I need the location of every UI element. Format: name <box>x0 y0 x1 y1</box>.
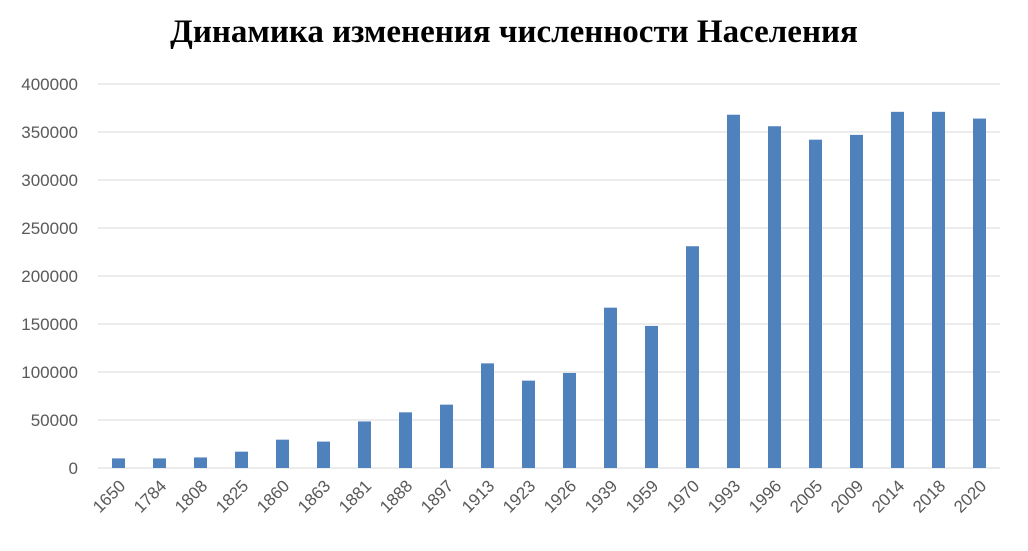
x-tick-label: 2005 <box>786 476 826 516</box>
x-tick-label: 1996 <box>745 476 785 516</box>
bar-2014 <box>891 111 904 468</box>
x-tick-label: 2009 <box>827 476 867 516</box>
bar-2009 <box>850 134 863 468</box>
y-tick-label: 0 <box>69 459 78 478</box>
y-tick-label: 150000 <box>21 315 78 334</box>
y-tick-label: 200000 <box>21 267 78 286</box>
x-tick-label: 1939 <box>581 476 621 516</box>
bar-1923 <box>522 380 535 468</box>
y-tick-label: 400000 <box>21 75 78 94</box>
x-tick-label: 1808 <box>171 476 211 516</box>
bar-1881 <box>358 421 371 468</box>
x-tick-label: 1860 <box>253 476 293 516</box>
bar-1863 <box>317 441 330 468</box>
bar-1897 <box>440 404 453 468</box>
gridlines <box>98 83 1000 469</box>
x-tick-label: 1825 <box>212 476 252 516</box>
bar-2020 <box>973 118 986 468</box>
x-tick-label: 1959 <box>622 476 662 516</box>
x-tick-label: 1970 <box>663 476 703 516</box>
bar-1825 <box>235 451 248 468</box>
y-tick-label: 350000 <box>21 123 78 142</box>
x-tick-label: 1897 <box>417 476 457 516</box>
x-tick-label: 1863 <box>294 476 334 516</box>
bar-1913 <box>481 363 494 468</box>
y-tick-label: 50000 <box>31 411 78 430</box>
x-tick-label: 1993 <box>704 476 744 516</box>
x-tick-label: 1650 <box>89 476 129 516</box>
bar-1888 <box>399 412 412 468</box>
bar-1939 <box>604 307 617 468</box>
bar-1926 <box>563 372 576 468</box>
x-axis-ticks: 1650 1784 1808 1825 1860 1863 1881 1888 1897 1913… <box>89 476 990 516</box>
x-tick-label: 1784 <box>130 476 170 516</box>
bars <box>112 111 986 469</box>
bar-1993 <box>727 114 740 468</box>
x-tick-label: 1923 <box>499 476 539 516</box>
bar-1959 <box>645 325 658 468</box>
bar-1784 <box>153 458 166 468</box>
y-tick-label: 300000 <box>21 171 78 190</box>
x-tick-label: 2018 <box>909 476 949 516</box>
bar-1808 <box>194 457 207 468</box>
x-tick-label: 1926 <box>540 476 580 516</box>
bar-2018 <box>932 111 945 468</box>
bar-1650 <box>112 458 125 468</box>
y-axis-ticks: 0 50000 100000 150000 200000 250000 300000 3500… <box>21 75 78 478</box>
chart-title: Динамика изменения численности Населения <box>170 14 858 50</box>
bar-1970 <box>686 246 699 468</box>
y-tick-label: 100000 <box>21 363 78 382</box>
y-tick-label: 250000 <box>21 219 78 238</box>
bar-1860 <box>276 439 289 468</box>
bar-2005 <box>809 139 822 468</box>
x-tick-label: 1913 <box>458 476 498 516</box>
x-tick-label: 2020 <box>950 476 990 516</box>
x-tick-label: 2014 <box>868 476 908 516</box>
x-tick-label: 1888 <box>376 476 416 516</box>
x-tick-label: 1881 <box>335 476 375 516</box>
bar-1996 <box>768 126 781 469</box>
